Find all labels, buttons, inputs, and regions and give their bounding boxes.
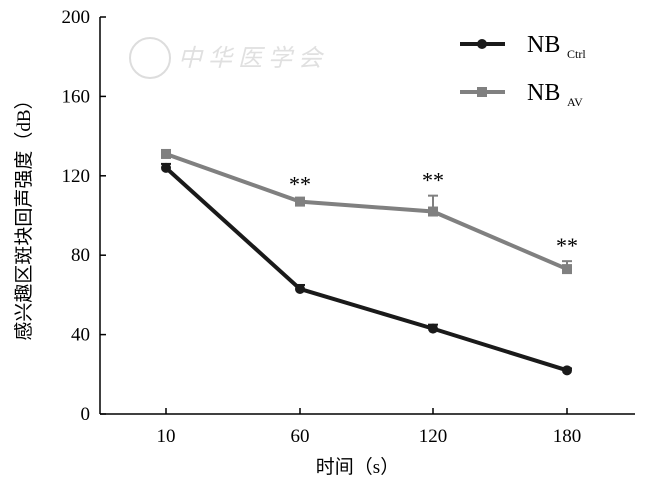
legend-marker	[477, 39, 487, 49]
data-point	[161, 162, 171, 173]
significance-marker: **	[422, 168, 444, 193]
data-point	[295, 283, 305, 294]
y-tick-label: 200	[62, 7, 91, 28]
x-tick-label: 60	[291, 426, 310, 447]
legend-label-subscript: AV	[567, 95, 583, 109]
x-tick-label: 10	[157, 426, 176, 447]
significance-marker: **	[556, 233, 578, 258]
legend-label: NB	[527, 80, 560, 106]
legend-marker	[477, 87, 487, 97]
series-line-ctrl	[164, 166, 568, 373]
watermark-text: 中华医学会	[178, 45, 328, 72]
x-axis-label: 时间（s）	[316, 456, 399, 478]
y-tick-label: 120	[62, 166, 91, 187]
data-point	[562, 264, 572, 275]
legend-label-subscript: Ctrl	[567, 47, 586, 61]
x-tick-label: 180	[553, 426, 582, 447]
y-tick-label: 40	[71, 325, 90, 346]
legend-label: NB	[527, 32, 560, 58]
data-point	[562, 365, 572, 376]
significance-marker: **	[289, 172, 311, 197]
y-tick-label: 0	[81, 404, 91, 425]
watermark-seal-icon	[129, 37, 171, 79]
x-tick-label: 120	[419, 426, 448, 447]
data-point	[161, 148, 171, 159]
y-axis-label: 感兴趣区斑块回声强度（dB）	[13, 90, 35, 340]
series-line-av	[165, 152, 568, 271]
data-point	[295, 196, 305, 207]
data-point	[428, 323, 438, 334]
y-tick-label: 160	[62, 86, 91, 107]
y-tick-label: 80	[71, 245, 90, 266]
data-point	[428, 206, 438, 217]
